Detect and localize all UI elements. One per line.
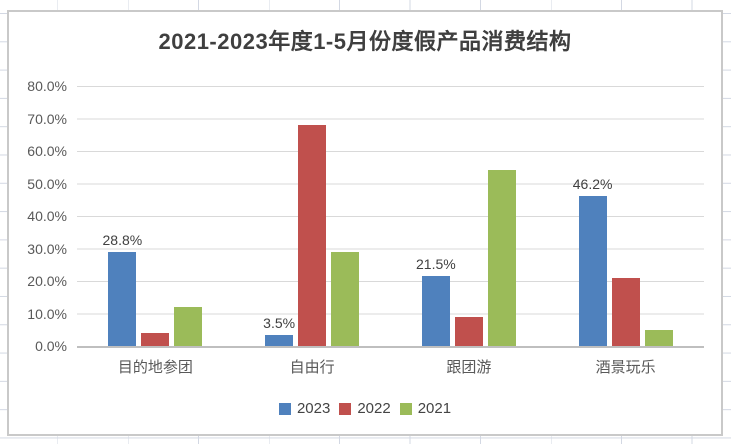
y-tick-label: 40.0% [27, 208, 67, 224]
bar-2023-自由行[interactable]: 3.5% [263, 315, 295, 346]
category-label: 自由行 [289, 359, 335, 376]
x-axis-labels: 目的地参团 自由行 跟团游 酒景玩乐 [77, 356, 704, 377]
data-label: 21.5% [416, 256, 456, 272]
legend-item-2021[interactable]: 2021 [399, 400, 452, 417]
bar-2021-自由行[interactable] [331, 252, 360, 346]
y-tick-label: 80.0% [27, 78, 67, 94]
bar-group: 3.5% [234, 86, 391, 346]
y-tick-label: 70.0% [27, 110, 67, 127]
y-tick-label: 50.0% [27, 175, 67, 192]
bar-2021-酒景玩乐[interactable] [644, 330, 673, 346]
bar-groups: 28.8% 3.5% 21.5% 46.2% [77, 86, 704, 346]
bar-2022-酒景玩乐[interactable] [611, 278, 640, 346]
legend-swatch [399, 402, 412, 415]
bar-group: 21.5% [391, 86, 548, 346]
legend: 2023 2022 2021 [9, 400, 721, 417]
category-label: 跟团游 [446, 359, 492, 376]
bar-group: 46.2% [547, 86, 704, 346]
bar-2023-目的地参团[interactable]: 28.8% [103, 232, 142, 346]
y-tick-label: 60.0% [27, 143, 67, 159]
data-label: 46.2% [572, 176, 613, 192]
chart-title: 2021-2023年度1-5月份度假产品消费结构 [158, 29, 572, 54]
legend-swatch [339, 402, 352, 415]
y-axis-labels: 80.0% 70.0% 60.0% 50.0% 40.0% 30.0% 20.0% 10.0%… [9, 78, 67, 354]
bar-2023-酒景玩乐[interactable]: 46.2% [573, 176, 612, 346]
data-label: 3.5% [263, 315, 296, 331]
category-label: 目的地参团 [117, 359, 193, 376]
category-label: 酒景玩乐 [595, 359, 656, 376]
legend-label: 2021 [417, 400, 452, 417]
y-tick-label: 30.0% [27, 240, 67, 257]
y-tick-label: 20.0% [27, 273, 67, 289]
bar-2022-跟团游[interactable] [454, 317, 483, 346]
bar-group: 28.8% [77, 86, 234, 346]
y-tick-label: 10.0% [27, 305, 67, 322]
bar-2022-自由行[interactable] [298, 125, 327, 346]
data-label: 28.8% [102, 232, 143, 248]
legend-label: 2023 [296, 400, 331, 417]
legend-item-2023[interactable]: 2023 [278, 400, 331, 417]
bar-2021-目的地参团[interactable] [174, 307, 203, 346]
legend-item-2022[interactable]: 2022 [339, 400, 391, 417]
y-tick-label: 0.0% [35, 338, 67, 354]
legend-label: 2022 [357, 400, 391, 417]
bar-2023-跟团游[interactable]: 21.5% [416, 256, 456, 346]
chart-area[interactable]: 2021-2023年度1-5月份度假产品消费结构 80.0% 70.0% 60.0%… [7, 10, 723, 436]
bar-2021-跟团游[interactable] [487, 170, 516, 346]
bar-2022-目的地参团[interactable] [141, 333, 170, 346]
plot-area: 28.8% 3.5% 21.5% 46.2% [77, 86, 704, 348]
legend-swatch [278, 402, 291, 415]
